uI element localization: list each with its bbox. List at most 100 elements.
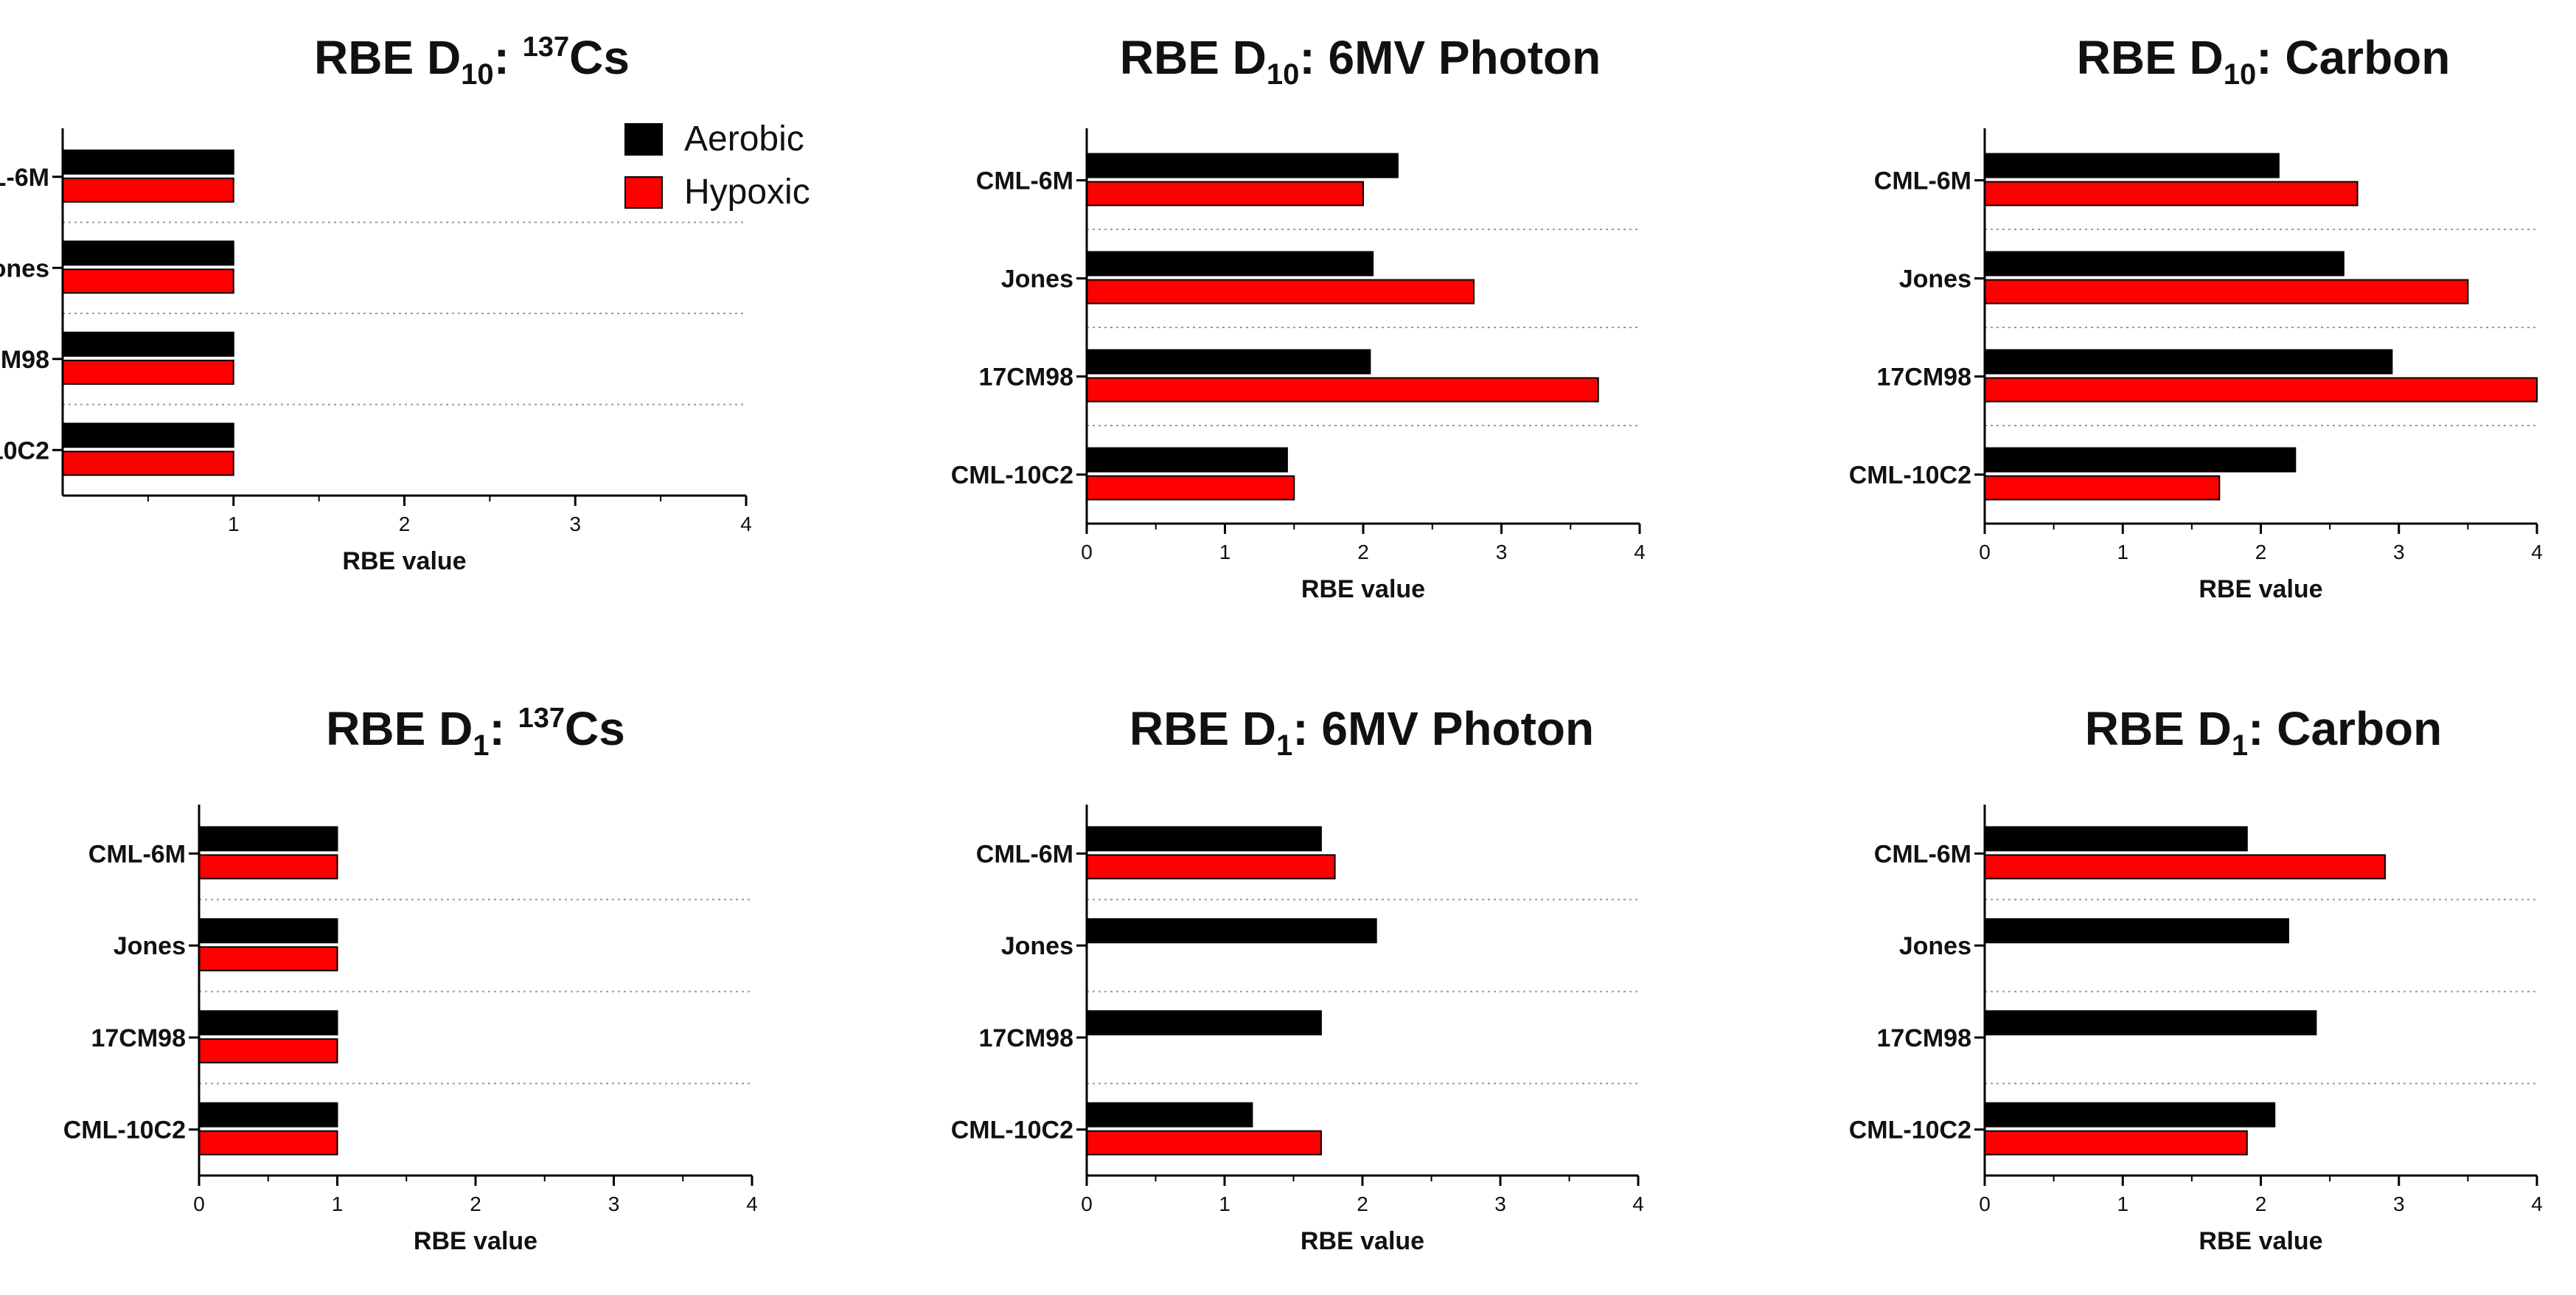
category-label: CML-10C2 xyxy=(1849,1117,1971,1145)
x-axis-title: RBE value xyxy=(2199,1227,2322,1255)
x-tick-label: 4 xyxy=(1634,541,1646,563)
chart-title-superscript: 137 xyxy=(518,703,565,734)
bar-aerobic xyxy=(1984,1010,2317,1035)
bar-aerobic xyxy=(1984,153,2280,178)
x-tick-label: 1 xyxy=(228,513,240,535)
chart-title: RBE D1: 6MV Photon xyxy=(1129,702,1594,762)
x-tick-label: 3 xyxy=(1496,541,1508,563)
chart-title: RBE D10: Carbon xyxy=(2077,31,2451,91)
x-tick-label: 4 xyxy=(2531,1192,2543,1215)
bar-aerobic xyxy=(198,918,338,944)
chart-title-mid: : Carbon xyxy=(2256,31,2450,84)
bar-aerobic xyxy=(1086,1010,1322,1035)
chart-panel-3: RBE D10: CarbonCML-6MJones17CM98CML-10C2… xyxy=(1849,31,2543,603)
bar-aerobic xyxy=(1984,349,2393,375)
category-label: 17CM98 xyxy=(91,1024,186,1052)
bar-hypoxic xyxy=(1086,854,1336,880)
category-label: 17CM98 xyxy=(1876,364,1971,392)
category-label: CML-10C2 xyxy=(63,1117,186,1145)
category-label: 17CM98 xyxy=(1876,1024,1971,1052)
category-label: Jones xyxy=(1001,265,1073,294)
category-label: CML-6M xyxy=(976,167,1073,195)
category-label: CML-6M xyxy=(1874,840,1971,868)
bar-aerobic xyxy=(198,1102,338,1128)
x-tick-label: 3 xyxy=(608,1192,620,1215)
legend-label-aerobic: Aerobic xyxy=(684,119,804,159)
chart-title-prefix: RBE D xyxy=(1129,702,1276,755)
bar-aerobic xyxy=(1984,826,2248,852)
bar-hypoxic xyxy=(1984,475,2221,501)
x-tick-label: 3 xyxy=(569,513,581,535)
chart-title-suffix: Cs xyxy=(569,31,630,84)
bar-aerobic xyxy=(62,331,234,357)
bar-aerobic xyxy=(1086,826,1322,852)
bar-aerobic xyxy=(198,1010,338,1035)
chart-panel-2: RBE D10: 6MV Photon CML-6M Jones 17CM98 CML-… xyxy=(951,31,1646,603)
category-label: Jones xyxy=(1899,932,1971,960)
x-tick-label: 4 xyxy=(2531,541,2543,563)
x-tick-label: 1 xyxy=(2117,1192,2128,1215)
bar-aerobic xyxy=(1984,1102,2276,1128)
x-tick-label: 1 xyxy=(2117,541,2128,563)
chart-title-prefix: RBE D xyxy=(1120,31,1267,84)
bar-hypoxic xyxy=(1984,181,2359,206)
category-label: Jones xyxy=(1001,932,1073,960)
chart-title-mid: : 6MV Photon xyxy=(1292,702,1594,755)
x-tick-label: 1 xyxy=(1219,541,1231,563)
bar-aerobic xyxy=(1086,447,1288,473)
chart-title-prefix: RBE D xyxy=(326,702,473,755)
bar-hypoxic xyxy=(1086,377,1599,403)
chart-title-mid: : Carbon xyxy=(2248,702,2442,755)
chart-title-mid: : 6MV Photon xyxy=(1299,31,1601,84)
bar-aerobic xyxy=(1086,1102,1253,1128)
x-tick-label: 2 xyxy=(2255,1192,2267,1215)
bar-hypoxic xyxy=(198,854,338,880)
chart-title: RBE D1: Carbon xyxy=(2085,702,2442,762)
x-tick-label: 2 xyxy=(470,1192,481,1215)
category-label: 17CM98 xyxy=(978,1024,1073,1052)
x-axis-title: RBE value xyxy=(342,547,466,575)
chart-title-prefix: RBE D xyxy=(2085,702,2232,755)
chart-title-subscript: 10 xyxy=(461,58,494,91)
bar-aerobic xyxy=(62,240,234,266)
chart-title: RBE D1: 137Cs xyxy=(326,702,625,762)
bar-hypoxic xyxy=(198,1130,338,1156)
legend: Aerobic Hypoxic xyxy=(624,119,810,212)
category-label: Jones xyxy=(1899,265,1971,294)
bar-aerobic xyxy=(1086,349,1371,375)
bar-hypoxic xyxy=(62,177,234,203)
x-tick-label: 2 xyxy=(1357,1192,1368,1215)
bar-hypoxic xyxy=(1984,279,2469,305)
category-label: Jones xyxy=(114,932,186,960)
bar-hypoxic xyxy=(1086,279,1475,305)
bar-hypoxic xyxy=(198,946,338,972)
category-label: CML-6M xyxy=(976,840,1073,868)
category-label: 17CM98 xyxy=(0,346,49,374)
bar-hypoxic xyxy=(1984,854,2387,880)
bar-hypoxic xyxy=(62,268,234,294)
x-axis-title: RBE value xyxy=(1301,575,1425,603)
bar-aerobic xyxy=(198,826,338,852)
chart-title-subscript: 1 xyxy=(2232,729,2248,762)
bar-hypoxic xyxy=(1984,377,2538,403)
category-label: CML-10C2 xyxy=(951,1117,1073,1145)
category-label: CML-10C2 xyxy=(951,462,1073,490)
category-label: Jones xyxy=(0,254,49,282)
x-tick-label: 4 xyxy=(1632,1192,1644,1215)
x-tick-label: 4 xyxy=(746,1192,758,1215)
bar-hypoxic xyxy=(1984,1130,2248,1156)
chart-title-subscript: 10 xyxy=(1267,58,1300,91)
chart-title-mid: : xyxy=(494,31,523,84)
legend-swatch-hypoxic xyxy=(624,176,663,209)
x-axis-title: RBE value xyxy=(414,1227,537,1255)
chart-panel-1: RBE D10: 137Cs CML-6M Jones 17CM98 CML-10C2 1… xyxy=(0,31,752,575)
category-label: 17CM98 xyxy=(978,364,1073,392)
x-tick-label: 4 xyxy=(740,513,752,535)
x-tick-label: 0 xyxy=(193,1192,205,1215)
chart-title-subscript: 1 xyxy=(473,729,489,762)
category-label: CML-6M xyxy=(0,164,49,192)
chart-title-subscript: 10 xyxy=(2224,58,2257,91)
category-label: CML-10C2 xyxy=(1849,462,1971,490)
chart-title-mid: : xyxy=(490,702,518,755)
